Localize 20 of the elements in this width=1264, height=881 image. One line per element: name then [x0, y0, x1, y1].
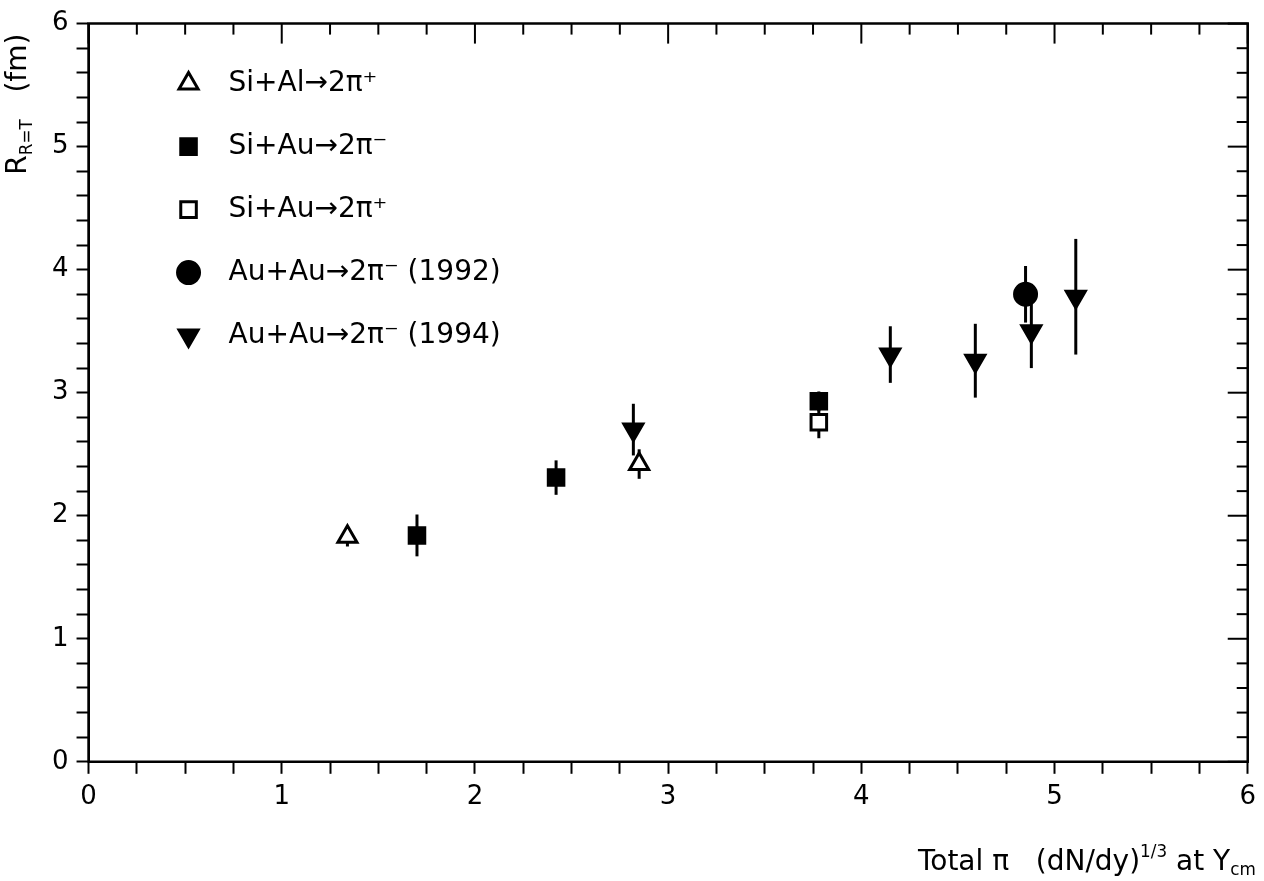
legend-label: Si+Al→2π⁺: [228, 64, 378, 98]
y-tick-label: 3: [52, 375, 69, 406]
y-tick-label: 0: [52, 744, 69, 775]
x-tick-label: 5: [1046, 780, 1063, 811]
text: RR=T (fm): [0, 33, 36, 175]
x-tick-label: 6: [1239, 780, 1256, 811]
y-tick-label: 6: [52, 6, 69, 37]
y-tick-label: 4: [52, 252, 69, 283]
x-tick-label: 3: [659, 780, 677, 811]
y-tick-label: 1: [52, 621, 69, 652]
legend-label: Si+Au→2π⁻: [228, 127, 388, 161]
y-tick-label: 5: [52, 129, 69, 160]
x-tick-label: 4: [853, 780, 870, 811]
legend-label: Au+Au→2π⁻ (1992): [228, 253, 501, 287]
legend-label: Au+Au→2π⁻ (1994): [228, 316, 501, 350]
legend-label: Si+Au→2π⁺: [228, 190, 388, 224]
y-tick-label: 2: [52, 498, 69, 529]
x-tick-label: 1: [273, 780, 291, 811]
x-tick-label: 0: [80, 780, 97, 811]
x-tick-label: 2: [466, 780, 484, 811]
